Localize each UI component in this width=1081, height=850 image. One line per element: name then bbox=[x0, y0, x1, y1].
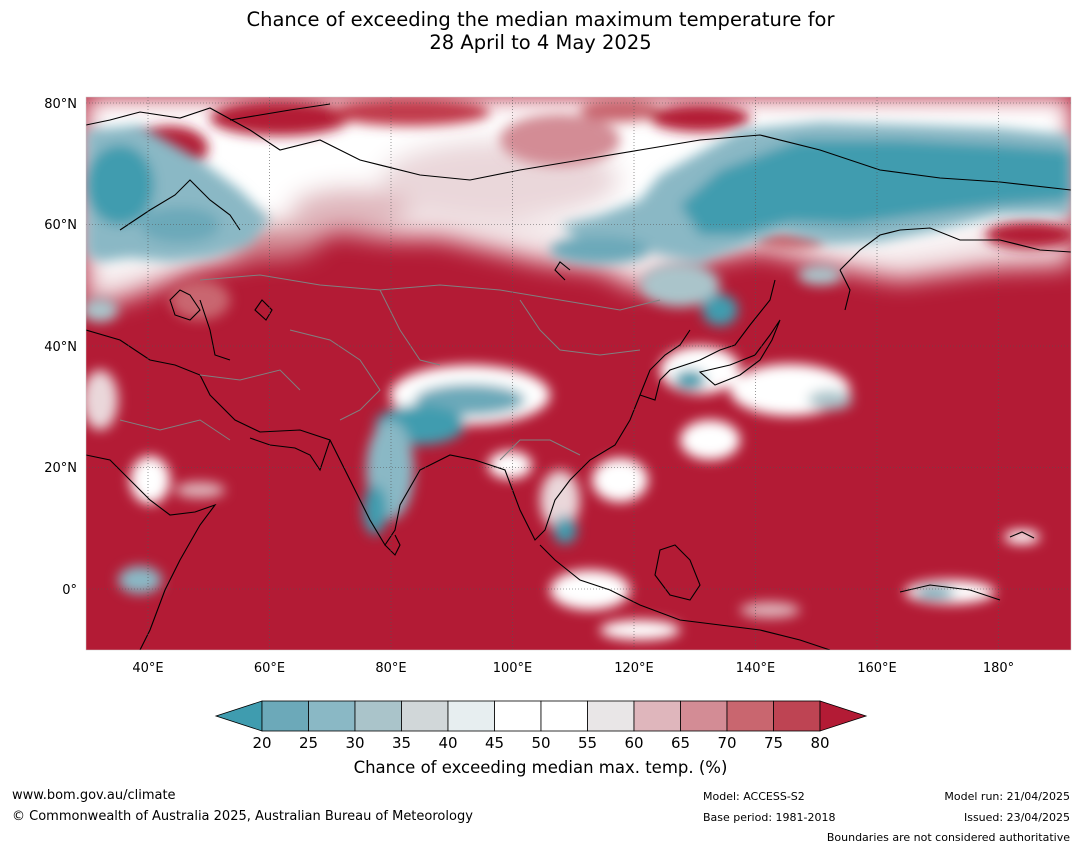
longitude-labels: 40°E 60°E 80°E 100°E 120°E 140°E 160°E 1… bbox=[132, 661, 1014, 676]
colorbar-segments bbox=[261, 700, 821, 732]
colorbar-tick-label: 25 bbox=[299, 734, 318, 752]
colorbar-tick-label: 80 bbox=[810, 734, 829, 752]
lat-label-80n: 80°N bbox=[44, 97, 77, 112]
colorbar-segment bbox=[308, 700, 356, 732]
colorbar-tick-label: 65 bbox=[671, 734, 690, 752]
title-line-2: 28 April to 4 May 2025 bbox=[429, 31, 652, 54]
colorbar-under-arrow bbox=[214, 700, 263, 732]
title-line-1: Chance of exceeding the median maximum t… bbox=[246, 8, 835, 31]
lat-label-0: 0° bbox=[62, 583, 77, 598]
model-run-text: Model run: 21/04/2025 bbox=[944, 790, 1070, 803]
latitude-labels: 80°N 60°N 40°N 20°N 0° bbox=[44, 97, 77, 598]
colorbar-tick-label: 20 bbox=[252, 734, 271, 752]
map-frame bbox=[85, 96, 1072, 651]
colorbar-segment bbox=[633, 700, 681, 732]
scandinavia-cool-region bbox=[86, 125, 270, 322]
country-borders bbox=[119, 274, 661, 461]
colorbar-segment bbox=[401, 700, 449, 732]
tibet-india-cool-region bbox=[363, 365, 550, 535]
colorbar-segment bbox=[680, 700, 728, 732]
model-text: Model: ACCESS-S2 bbox=[703, 790, 805, 803]
lon-label-120e: 120°E bbox=[614, 661, 654, 676]
colorbar-tick-label: 30 bbox=[345, 734, 364, 752]
siberia-cool-region bbox=[550, 122, 1071, 326]
colorbar-tick-labels: 20 25 30 35 40 45 50 55 60 65 70 75 80 bbox=[252, 734, 829, 752]
copyright-text: © Commonwealth of Australia 2025, Austra… bbox=[12, 809, 473, 824]
website-link[interactable]: www.bom.gov.au/climate bbox=[12, 788, 176, 803]
disclaimer-text: Boundaries are not considered authoritat… bbox=[826, 831, 1070, 844]
colorbar-label: Chance of exceeding median max. temp. (%… bbox=[353, 758, 728, 777]
colorbar-tick-label: 70 bbox=[717, 734, 736, 752]
lat-label-20n: 20°N bbox=[44, 461, 77, 476]
lon-label-100e: 100°E bbox=[493, 661, 533, 676]
issued-text: Issued: 23/04/2025 bbox=[963, 811, 1070, 824]
lat-label-60n: 60°N bbox=[44, 218, 77, 233]
lon-label-180: 180° bbox=[983, 661, 1014, 676]
colorbar-segment bbox=[447, 700, 495, 732]
graticule bbox=[86, 97, 1071, 650]
lon-label-40e: 40°E bbox=[132, 661, 163, 676]
lon-label-80e: 80°E bbox=[375, 661, 406, 676]
base-period-text: Base period: 1981-2018 bbox=[703, 811, 836, 824]
colorbar-tick-label: 45 bbox=[485, 734, 504, 752]
lat-label-40n: 40°N bbox=[44, 340, 77, 355]
colorbar-tick-label: 75 bbox=[764, 734, 783, 752]
chart-title: Chance of exceeding the median maximum t… bbox=[0, 8, 1081, 54]
map-area bbox=[86, 97, 1071, 650]
lon-label-160e: 160°E bbox=[857, 661, 897, 676]
colorbar-over-arrow bbox=[819, 700, 868, 732]
colorbar-tick-label: 40 bbox=[438, 734, 457, 752]
colorbar: 20 25 30 35 40 45 50 55 60 65 70 75 80 bbox=[214, 700, 868, 752]
colorbar-segment bbox=[494, 700, 542, 732]
coastlines bbox=[86, 103, 1071, 650]
arctic-warm-patches bbox=[132, 98, 1071, 320]
lon-label-140e: 140°E bbox=[736, 661, 776, 676]
colorbar-segment bbox=[261, 700, 309, 732]
colorbar-segment bbox=[587, 700, 635, 732]
colorbar-tick-label: 50 bbox=[531, 734, 550, 752]
colorbar-segment bbox=[726, 700, 774, 732]
colorbar-tick-label: 55 bbox=[578, 734, 597, 752]
colorbar-tick-label: 35 bbox=[392, 734, 411, 752]
lon-label-60e: 60°E bbox=[254, 661, 285, 676]
colorbar-tick-label: 60 bbox=[624, 734, 643, 752]
colorbar-segment bbox=[354, 700, 402, 732]
colorbar-segment bbox=[773, 700, 821, 732]
colorbar-segment bbox=[540, 700, 588, 732]
